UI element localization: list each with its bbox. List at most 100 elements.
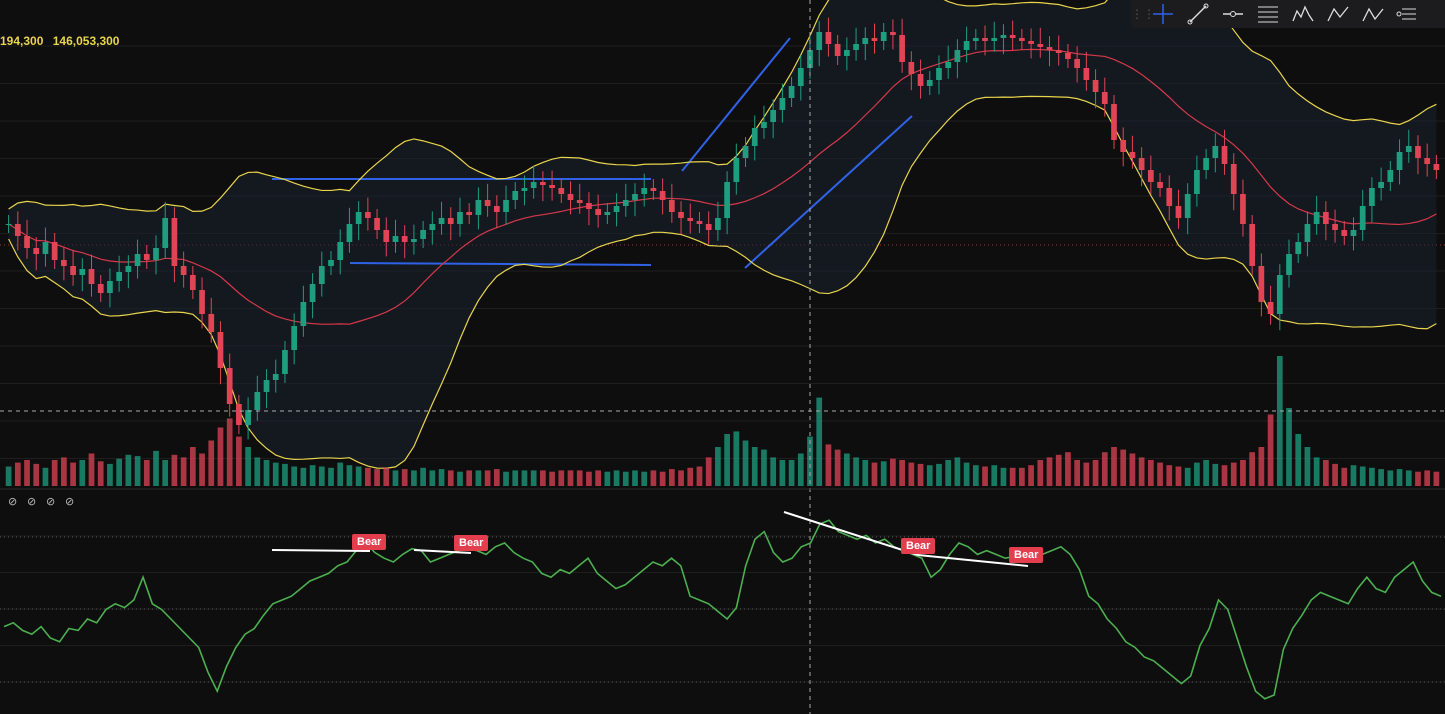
volume-bar <box>503 471 509 486</box>
volume-bar <box>1313 457 1320 486</box>
candle-body <box>457 212 463 224</box>
volume-bar <box>586 471 592 486</box>
volume-bar <box>1369 467 1375 486</box>
trend-lines[interactable] <box>272 37 913 269</box>
volume-bar <box>1378 469 1384 486</box>
volume-bar <box>751 447 758 486</box>
hidden-eye-icon[interactable]: ⊘ <box>65 495 75 508</box>
volume-bar <box>926 465 933 486</box>
candle-body <box>751 128 758 146</box>
volume-bar <box>1166 465 1173 486</box>
hidden-eye-icon[interactable]: ⊘ <box>8 495 18 508</box>
volume-bar <box>1240 460 1246 486</box>
volume-bar <box>475 470 482 486</box>
candle-body <box>991 38 998 41</box>
candle-body <box>1230 164 1237 194</box>
volume-bar <box>70 462 76 486</box>
candle-body <box>1221 146 1228 164</box>
candle-body <box>24 236 30 248</box>
candle-body <box>1267 302 1274 314</box>
volume-bar <box>742 440 749 486</box>
trend-line-tool-icon[interactable] <box>1180 0 1215 28</box>
volume-bar <box>1433 471 1440 486</box>
candle-body <box>88 269 95 284</box>
volume-bar <box>521 470 528 486</box>
candle-body <box>696 221 703 224</box>
candle-body <box>1240 194 1246 224</box>
pattern-tool-icon[interactable] <box>1285 0 1320 28</box>
candle-body <box>742 146 749 158</box>
volume-bar <box>972 465 979 486</box>
abc-pattern-tool-icon[interactable] <box>1355 0 1390 28</box>
divergence-line <box>917 554 1029 567</box>
candle-body <box>171 218 178 266</box>
drag-grip-icon[interactable]: ⋮⋮ <box>1131 7 1155 21</box>
volume-bar <box>1074 460 1080 486</box>
volume-bar <box>567 470 574 486</box>
volume-bar <box>834 449 841 486</box>
divergence-lines <box>271 511 1029 567</box>
candle-body <box>1129 152 1136 158</box>
candle-body <box>475 200 482 215</box>
volume-bar <box>466 470 473 486</box>
bollinger-middle-line <box>8 48 1437 325</box>
crosshair-tool-icon[interactable] <box>1145 0 1180 28</box>
volume-bar <box>549 471 555 486</box>
bollinger-upper-line <box>8 0 1437 212</box>
candle-body <box>540 182 546 185</box>
volume-bar <box>411 470 417 486</box>
volume-bar <box>1230 462 1237 486</box>
volume-bar <box>659 471 666 486</box>
volume-bar <box>816 397 823 486</box>
volume-bar <box>1221 465 1228 486</box>
fib-retracement-tool-icon[interactable] <box>1250 0 1285 28</box>
volume-bar <box>1359 466 1366 486</box>
volume-bar <box>180 457 187 486</box>
volume-bar <box>1092 460 1099 486</box>
candle-body <box>936 68 942 80</box>
volume-bar <box>890 458 896 486</box>
candle-body <box>1433 164 1440 170</box>
volume-bar <box>1424 470 1431 486</box>
volume-bar <box>1203 460 1209 486</box>
volume-bar <box>1295 434 1302 486</box>
candle-body <box>300 302 307 326</box>
candle-body <box>337 242 344 260</box>
volume-bar <box>899 460 905 486</box>
volume-bar <box>484 470 491 486</box>
volume-bar <box>245 447 251 486</box>
candle-body <box>880 32 887 41</box>
trend-line[interactable] <box>681 37 791 172</box>
candle-body <box>438 218 445 224</box>
candle-body <box>1138 158 1145 170</box>
candle-body <box>1369 188 1375 206</box>
volume-bar <box>291 466 298 486</box>
volume-bar <box>715 447 721 486</box>
candle-body <box>1203 158 1209 170</box>
trend-line[interactable] <box>744 115 913 269</box>
volume-bar <box>908 462 915 486</box>
volume-bar <box>945 460 952 486</box>
volume-bar <box>807 436 813 486</box>
candle-body <box>1258 266 1265 302</box>
volume-bar <box>1065 452 1071 486</box>
trend-line[interactable] <box>349 262 652 266</box>
candle-body <box>1332 224 1338 230</box>
candle-body <box>705 224 712 230</box>
volume-bar <box>1000 467 1007 486</box>
candle-body <box>963 41 970 50</box>
volume-bar <box>282 463 288 486</box>
abcd-pattern-tool-icon[interactable] <box>1320 0 1355 28</box>
volume-bar <box>392 470 399 486</box>
hidden-eye-icon[interactable]: ⊘ <box>27 495 37 508</box>
volume-bar <box>171 454 178 486</box>
bollinger-band-area <box>8 0 1437 469</box>
candle-body <box>355 212 362 224</box>
hidden-eye-icon[interactable]: ⊘ <box>46 495 56 508</box>
volume-bar <box>199 453 205 486</box>
anchored-tool-icon[interactable] <box>1390 0 1425 28</box>
volume-bar <box>208 440 215 486</box>
horizontal-line-tool-icon[interactable] <box>1215 0 1250 28</box>
candle-body <box>1000 35 1007 38</box>
